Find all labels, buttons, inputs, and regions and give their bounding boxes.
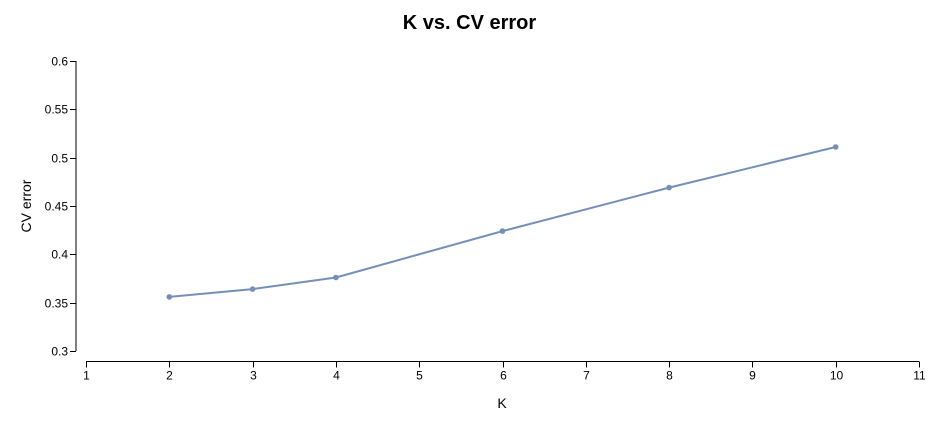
data-point[interactable] bbox=[666, 184, 672, 191]
x-tick-label: 10 bbox=[830, 369, 844, 383]
y-tick-label: 0.6 bbox=[51, 55, 68, 69]
x-tick-label: 2 bbox=[166, 369, 173, 383]
data-point[interactable] bbox=[166, 294, 173, 300]
x-tick-label: 4 bbox=[333, 369, 340, 383]
x-tick-label: 1 bbox=[83, 369, 90, 383]
x-axis: 1 2 3 4 5 6 7 8 9 10 11 bbox=[83, 361, 926, 383]
x-tick-label: 8 bbox=[666, 369, 673, 383]
x-tick-label: 5 bbox=[416, 369, 423, 383]
data-point[interactable] bbox=[333, 274, 339, 281]
y-tick-label: 0.35 bbox=[45, 297, 69, 311]
y-tick-label: 0.4 bbox=[51, 248, 68, 262]
y-tick-label: 0.45 bbox=[45, 200, 69, 214]
x-tick-label: 6 bbox=[500, 369, 507, 383]
series-layer bbox=[166, 144, 839, 300]
y-tick-label: 0.5 bbox=[51, 152, 68, 166]
series-line bbox=[169, 146, 836, 298]
x-tick-label: 9 bbox=[749, 369, 756, 383]
y-tick-label: 0.3 bbox=[51, 345, 68, 359]
x-tick-label: 7 bbox=[583, 369, 590, 383]
y-tick-label: 0.55 bbox=[45, 103, 69, 117]
data-point[interactable] bbox=[832, 144, 839, 150]
x-tick-label: 11 bbox=[913, 369, 926, 383]
data-point[interactable] bbox=[249, 286, 256, 292]
y-axis-title: CV error bbox=[18, 179, 34, 232]
chart-title: K vs. CV error bbox=[403, 12, 537, 34]
x-tick-label: 3 bbox=[250, 369, 257, 383]
x-axis-title: K bbox=[497, 395, 507, 411]
data-point[interactable] bbox=[499, 228, 506, 234]
y-axis: 0.3 0.35 0.4 0.45 0.5 0.55 0.6 bbox=[45, 55, 77, 359]
